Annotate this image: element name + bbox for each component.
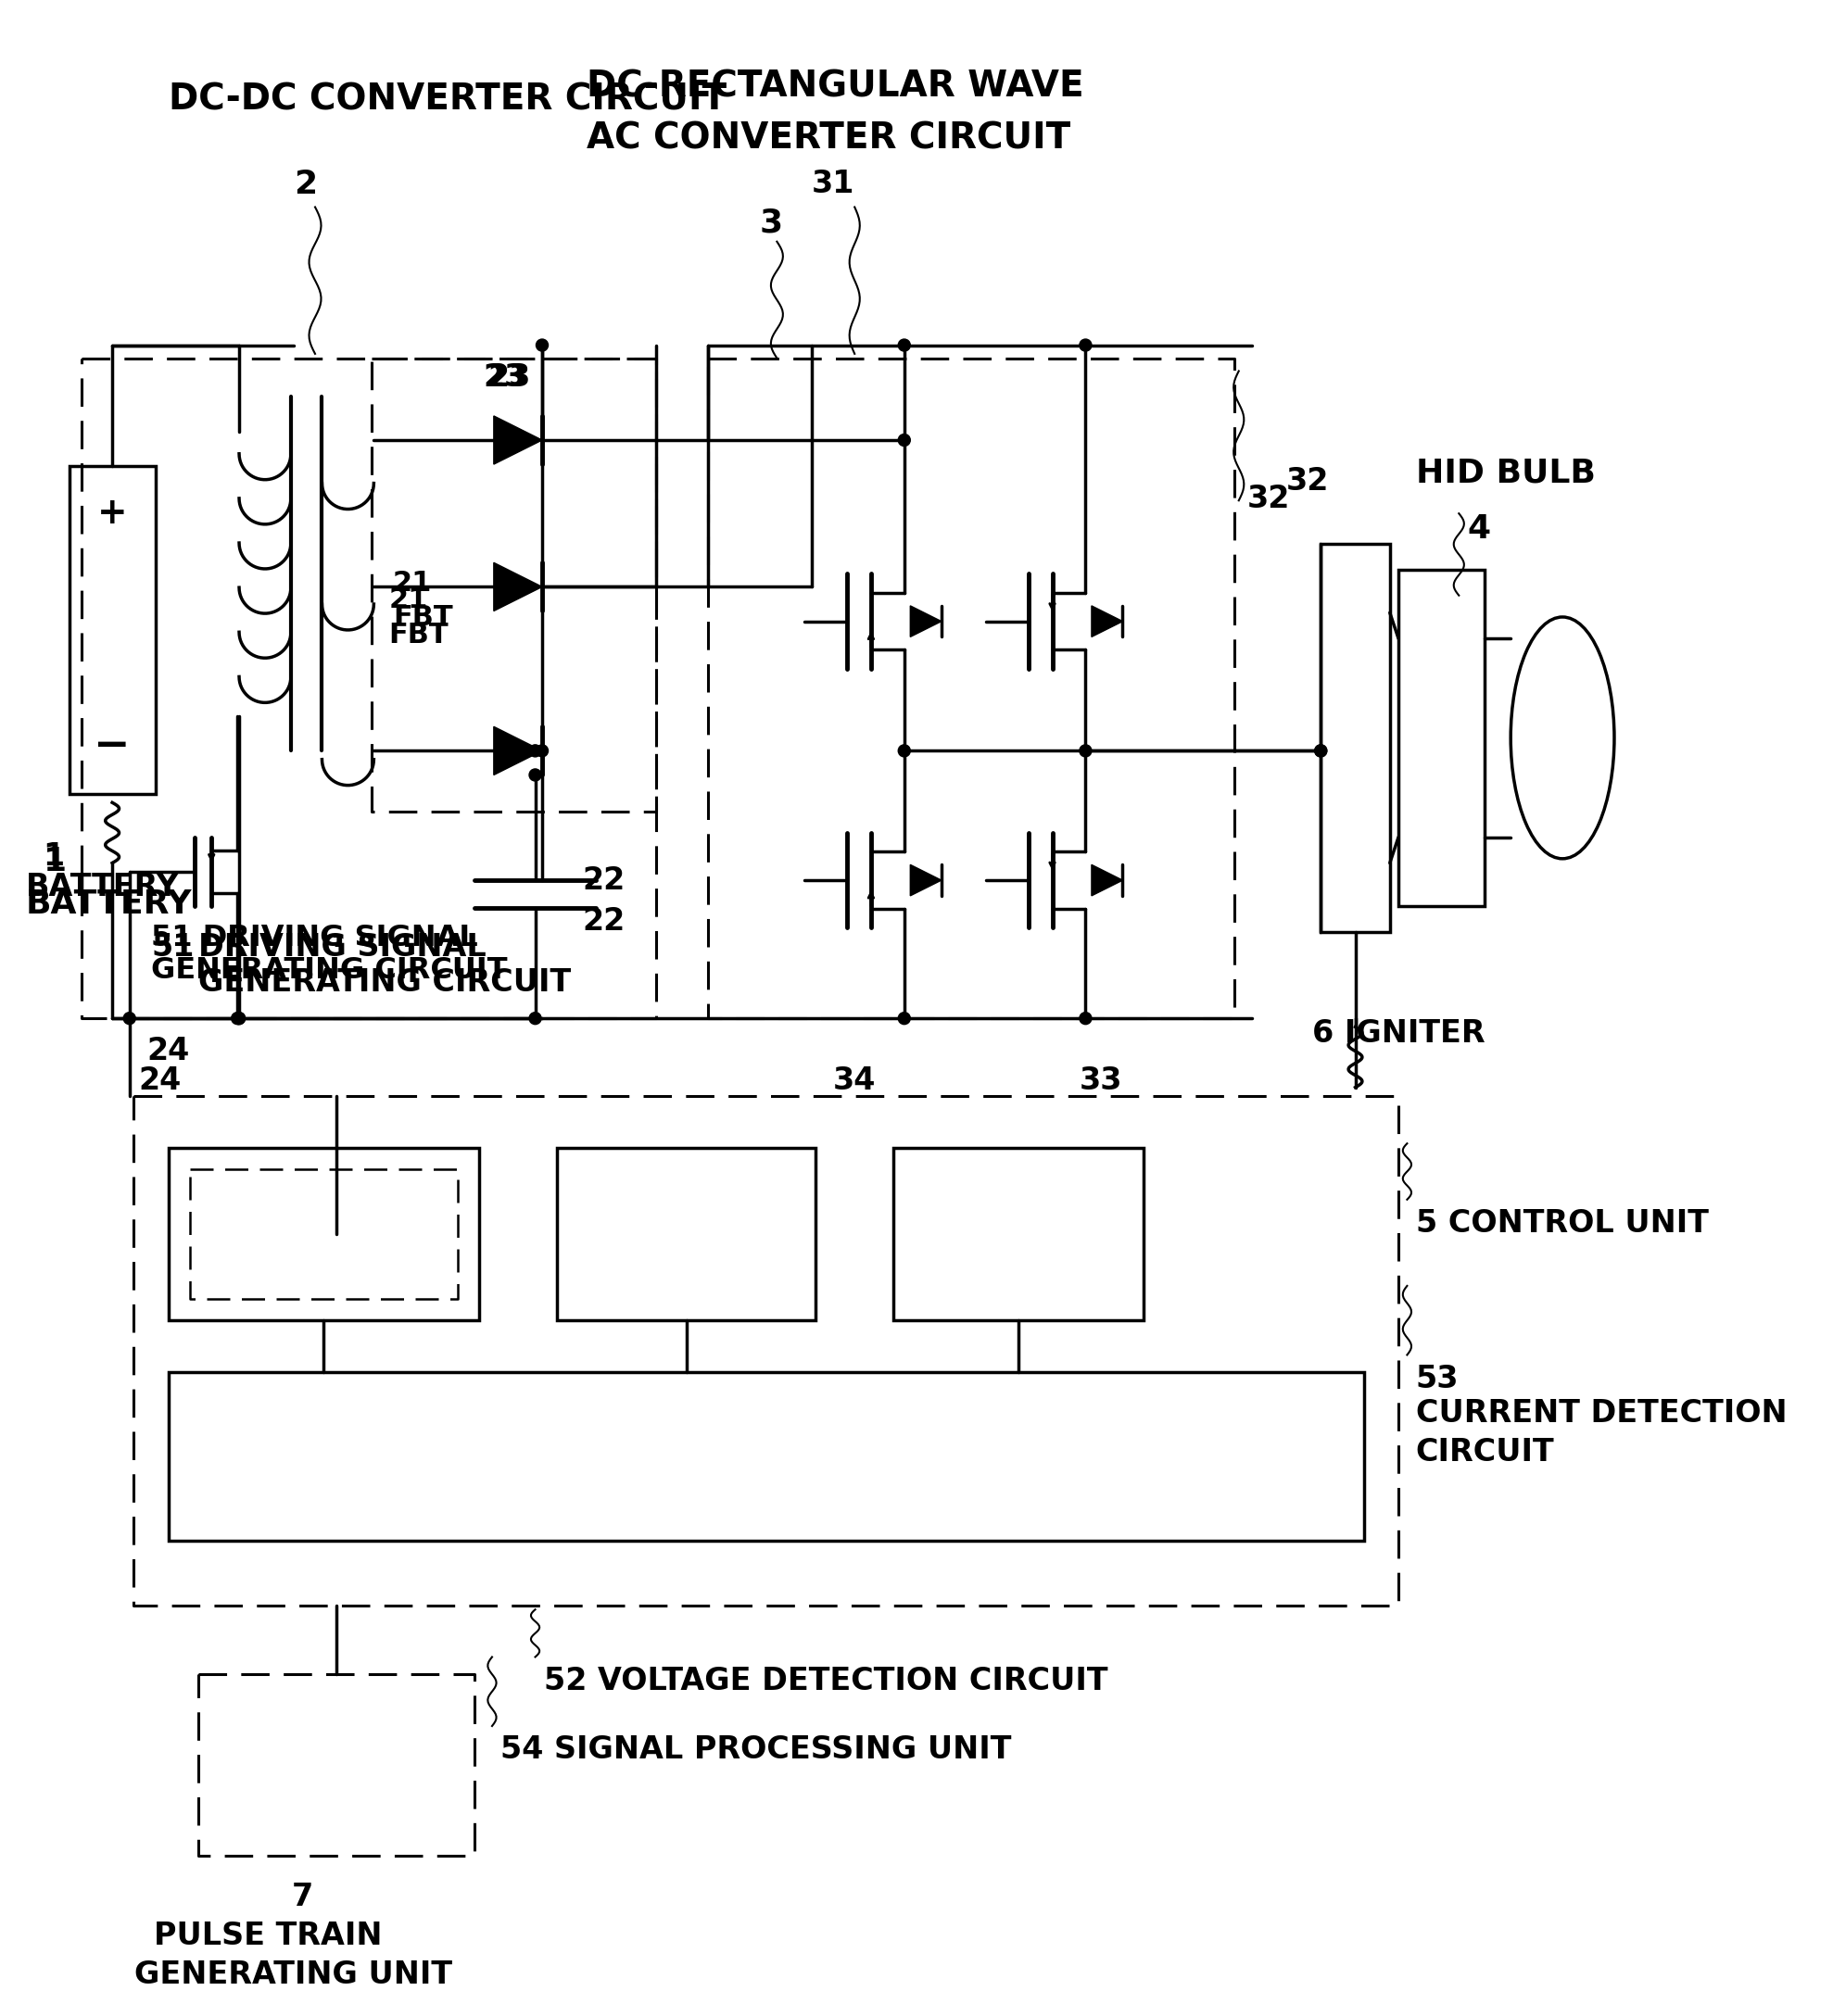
Text: 54 SIGNAL PROCESSING UNIT: 54 SIGNAL PROCESSING UNIT (500, 1734, 1012, 1766)
Bar (169, 1373, 1364, 1540)
Text: 7: 7 (291, 1881, 313, 1911)
Circle shape (898, 339, 911, 351)
Text: +: + (97, 496, 126, 530)
Circle shape (1080, 1012, 1092, 1024)
Circle shape (535, 744, 548, 756)
Circle shape (898, 433, 911, 446)
Text: DC-RECTANGULAR WAVE: DC-RECTANGULAR WAVE (587, 69, 1085, 105)
Text: 23: 23 (488, 363, 532, 393)
Circle shape (1080, 744, 1092, 756)
Text: 53: 53 (1415, 1363, 1459, 1395)
Text: 34: 34 (834, 1066, 876, 1097)
Ellipse shape (1510, 617, 1615, 859)
Circle shape (1080, 339, 1092, 351)
Text: 22: 22 (583, 905, 625, 937)
Text: GENERATING UNIT: GENERATING UNIT (134, 1960, 453, 1990)
Text: 5 CONTROL UNIT: 5 CONTROL UNIT (1415, 1208, 1708, 1238)
Circle shape (530, 1012, 541, 1024)
Circle shape (233, 1012, 246, 1024)
Text: 51: 51 (150, 931, 194, 962)
Text: 1: 1 (44, 847, 66, 877)
Text: 32: 32 (1248, 484, 1290, 514)
Text: 21: 21 (392, 571, 433, 597)
Text: AC CONVERTER CIRCUIT: AC CONVERTER CIRCUIT (587, 121, 1070, 155)
Circle shape (898, 1012, 911, 1024)
Text: 22: 22 (583, 865, 625, 895)
Text: 4: 4 (1468, 514, 1490, 544)
Circle shape (123, 1012, 136, 1024)
Bar (557, 1147, 816, 1320)
Text: 33: 33 (1080, 1066, 1122, 1097)
Text: 2: 2 (293, 167, 317, 200)
Bar (70, 466, 156, 794)
Polygon shape (1092, 865, 1122, 895)
Text: CIRCUIT: CIRCUIT (1415, 1437, 1554, 1468)
Text: 23: 23 (484, 363, 526, 393)
Text: 3: 3 (759, 208, 783, 238)
Text: FBT: FBT (392, 605, 453, 631)
Text: DRIVING SIGNAL
GENERATING CIRCUIT: DRIVING SIGNAL GENERATING CIRCUIT (198, 931, 572, 998)
Text: 24: 24 (147, 1036, 189, 1066)
Circle shape (530, 744, 541, 756)
Bar (1322, 544, 1389, 931)
Bar (1399, 571, 1485, 905)
Circle shape (1314, 744, 1327, 756)
Circle shape (231, 1012, 244, 1024)
Polygon shape (493, 562, 543, 611)
Text: BATTERY: BATTERY (26, 889, 192, 921)
Text: 21: 21 (389, 587, 427, 613)
Circle shape (535, 339, 548, 351)
Circle shape (530, 768, 541, 780)
Text: FBT: FBT (389, 621, 449, 649)
Polygon shape (1092, 605, 1122, 637)
Text: −: − (93, 726, 130, 768)
Text: 6 IGNITER: 6 IGNITER (1312, 1018, 1485, 1048)
Circle shape (233, 1012, 246, 1024)
Text: 24: 24 (137, 1066, 181, 1097)
Text: BATTERY: BATTERY (26, 871, 180, 903)
Bar (893, 1147, 1144, 1320)
Text: 31: 31 (812, 167, 854, 200)
Bar (169, 1147, 478, 1320)
Text: 1: 1 (44, 841, 64, 873)
Polygon shape (911, 605, 942, 637)
Text: DC-DC CONVERTER CIRCUIT: DC-DC CONVERTER CIRCUIT (169, 83, 726, 117)
Text: 51 DRIVING SIGNAL
GENERATING CIRCUIT: 51 DRIVING SIGNAL GENERATING CIRCUIT (150, 923, 508, 986)
Text: 32: 32 (1287, 466, 1329, 496)
Text: CURRENT DETECTION: CURRENT DETECTION (1415, 1397, 1787, 1429)
Polygon shape (911, 865, 942, 895)
Circle shape (1314, 744, 1327, 756)
Text: 52 VOLTAGE DETECTION CIRCUIT: 52 VOLTAGE DETECTION CIRCUIT (544, 1665, 1107, 1695)
Text: PULSE TRAIN: PULSE TRAIN (154, 1919, 381, 1951)
Text: HID BULB: HID BULB (1415, 458, 1595, 488)
Polygon shape (493, 726, 543, 774)
Polygon shape (493, 415, 543, 464)
Circle shape (898, 744, 911, 756)
